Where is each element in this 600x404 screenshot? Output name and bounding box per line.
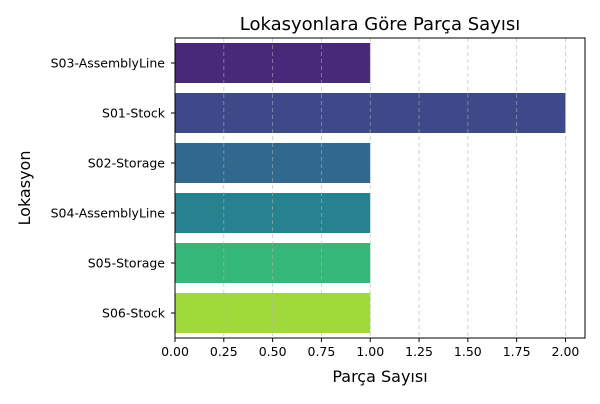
y-tick-label: S03-AssemblyLine [51, 56, 166, 71]
x-tick-label: 0.25 [210, 344, 238, 359]
chart-title: Lokasyonlara Göre Parça Sayısı [240, 14, 520, 35]
y-tick-label: S01-Stock [102, 106, 166, 121]
x-tick-label: 0.50 [259, 344, 287, 359]
x-tick-label: 0.00 [161, 344, 189, 359]
x-tick-label: 2.00 [552, 344, 580, 359]
x-axis-label: Parça Sayısı [332, 367, 427, 386]
x-ticks: 0.00 0.25 0.50 0.75 1.00 1.25 1.50 1.75 2.00 [161, 338, 579, 359]
x-tick-label: 1.00 [356, 344, 384, 359]
x-tick-label: 0.75 [308, 344, 336, 359]
plot-frame [174, 37, 586, 339]
y-tick-label: S02-Storage [88, 156, 166, 171]
y-axis-label: Lokasyon [15, 151, 34, 226]
grid-lines [223, 38, 566, 338]
y-tick-label: S06-Stock [102, 306, 166, 321]
x-tick-label: 1.25 [405, 344, 433, 359]
y-tick-label: S04-AssemblyLine [51, 206, 166, 221]
y-tick-label: S05-Storage [88, 256, 166, 271]
bar-s02-storage [175, 143, 371, 183]
x-tick-label: 1.75 [503, 344, 531, 359]
y-ticks: S03-AssemblyLine S01-Stock S02-Storage S04-… [51, 56, 175, 321]
bar-s01-stock [175, 93, 566, 133]
x-tick-label: 1.50 [454, 344, 482, 359]
